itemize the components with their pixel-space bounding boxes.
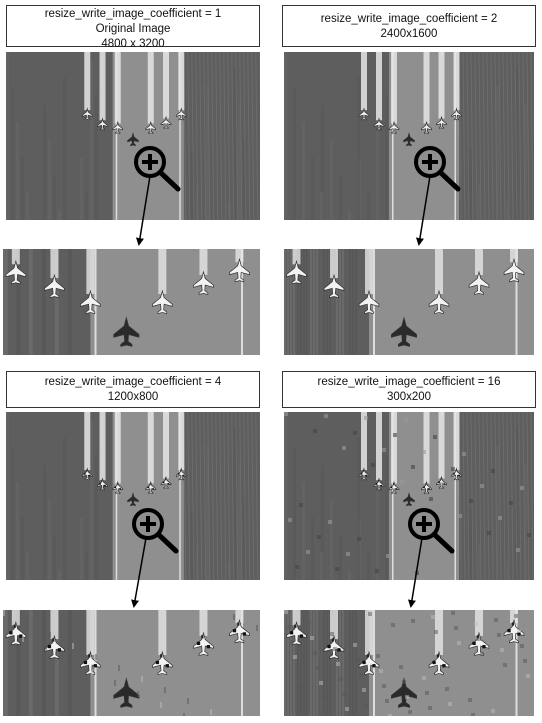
jet-icon: [127, 131, 139, 147]
aerial-photo: [6, 52, 260, 220]
jet-icon: [428, 650, 450, 676]
jet-icon: [358, 650, 380, 676]
jet-icon: [503, 618, 525, 644]
jet-icon: [145, 120, 157, 134]
jet-icon: [388, 120, 400, 134]
jet-icon: [373, 477, 385, 491]
jet-icon: [468, 631, 490, 656]
jet-icon: [403, 491, 415, 507]
jet-icon: [391, 677, 417, 708]
jet-icon: [436, 115, 447, 129]
jet-icon: [451, 467, 462, 481]
jet-icon: [421, 480, 432, 494]
caption-box: resize_write_image_coefficient = 16 300x…: [282, 371, 536, 408]
caption-line: resize_write_image_coefficient = 2: [320, 13, 498, 25]
jet-icon: [391, 316, 417, 347]
jet-icon: [421, 120, 432, 134]
jet-icon: [286, 259, 307, 285]
jet-icon: [160, 475, 172, 489]
jet-icon: [175, 467, 187, 481]
jet-icon: [286, 620, 307, 646]
jet-icon: [503, 257, 525, 283]
jet-icon: [5, 620, 27, 646]
jet-icon: [44, 634, 65, 660]
jet-icon: [113, 316, 140, 347]
jet-icon: [358, 289, 380, 315]
jet-icon: [193, 631, 214, 656]
aerial-photo: [284, 52, 534, 220]
caption-line: resize_write_image_coefficient = 16: [317, 376, 501, 388]
jet-icon: [160, 115, 172, 129]
caption-line: 300x200: [386, 391, 432, 403]
jet-icon: [428, 289, 450, 315]
jet-icon: [323, 273, 345, 299]
jet-icon: [81, 107, 93, 121]
aerial-photo: [284, 412, 534, 580]
jet-icon: [229, 618, 250, 644]
caption-box: resize_write_image_coefficient = 1 Origi…: [6, 5, 260, 50]
caption-line: 4800 x 3200: [101, 38, 165, 50]
jet-icon: [112, 120, 124, 134]
zoom-crop-photo: [3, 610, 260, 716]
jet-icon: [451, 107, 462, 121]
zoom-crop-photo: [284, 610, 534, 716]
jet-icon: [373, 117, 385, 131]
jet-icon: [145, 480, 157, 494]
zoom-crop-photo: [284, 249, 534, 355]
caption-box: resize_write_image_coefficient = 2 2400x…: [282, 5, 536, 47]
jet-icon: [127, 491, 139, 507]
caption-line: 1200x800: [107, 391, 159, 403]
jet-icon: [152, 650, 173, 676]
caption-line: resize_write_image_coefficient = 4: [44, 376, 222, 388]
caption-line: resize_write_image_coefficient = 1: [44, 8, 222, 20]
jet-icon: [44, 273, 65, 299]
jet-icon: [97, 477, 108, 491]
jet-icon: [80, 650, 101, 676]
jet-icon: [358, 467, 370, 481]
jet-icon: [112, 480, 124, 494]
jet-icon: [80, 289, 101, 315]
caption-box: resize_write_image_coefficient = 4 1200x…: [6, 371, 260, 408]
jet-icon: [113, 677, 140, 708]
jet-icon: [403, 131, 415, 147]
caption-line: Original Image: [95, 23, 171, 35]
jet-icon: [152, 289, 173, 315]
jet-icon: [5, 259, 27, 285]
aerial-photo: [6, 412, 260, 580]
jet-icon: [175, 107, 187, 121]
zoom-crop-photo: [3, 249, 260, 355]
jet-icon: [229, 257, 250, 283]
caption-line: 2400x1600: [380, 28, 438, 40]
jet-icon: [97, 117, 108, 131]
jet-icon: [468, 270, 490, 295]
jet-icon: [358, 107, 370, 121]
jet-icon: [193, 270, 214, 295]
jet-icon: [388, 480, 400, 494]
jet-icon: [81, 467, 93, 481]
